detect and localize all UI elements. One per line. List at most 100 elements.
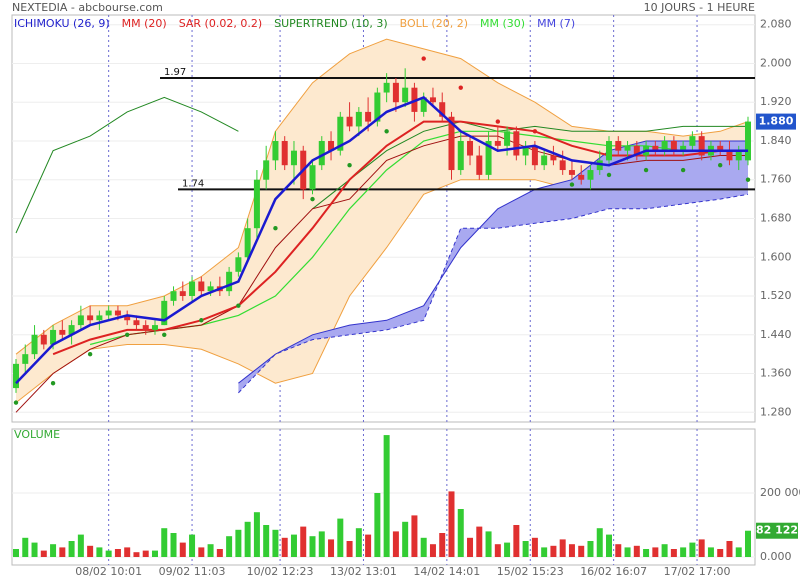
candle-body <box>244 228 251 258</box>
volume-bar <box>346 541 353 557</box>
candle-body <box>365 111 372 122</box>
legend-entry: BOLL (20, 2) <box>400 17 468 30</box>
y-tick-label: 1.600 <box>760 250 792 263</box>
volume-bar <box>494 544 501 557</box>
volume-bar <box>726 541 733 557</box>
x-tick-label: 17/02 17:00 <box>664 565 731 578</box>
candle-body <box>652 145 659 151</box>
last-volume-label: 82 122 <box>756 524 798 537</box>
y-tick-label: 1.920 <box>760 95 792 108</box>
last-volume-box <box>756 522 798 539</box>
candle-body <box>670 140 677 151</box>
candle-body <box>745 121 751 161</box>
sar-dot <box>458 85 463 90</box>
candle-body <box>133 320 140 326</box>
legend-entry: MM (7) <box>537 17 575 30</box>
y-tick-label: 1.840 <box>760 134 792 147</box>
candle-body <box>661 140 668 151</box>
volume-bar <box>133 552 140 557</box>
volume-bar <box>735 547 742 557</box>
volume-bar <box>216 549 223 557</box>
candle-body <box>680 145 687 151</box>
candle-body <box>383 82 390 93</box>
volume-bar <box>309 536 316 557</box>
x-tick-label: 13/02 13:01 <box>330 565 397 578</box>
candle-body <box>13 363 19 389</box>
candle-body <box>96 315 103 321</box>
chart-title: NEXTEDIA - abcbourse.com <box>12 1 163 14</box>
candle-body <box>448 116 455 171</box>
volume-bar <box>198 547 205 557</box>
candle-body <box>531 145 538 166</box>
candle-body <box>346 116 353 127</box>
volume-bar <box>485 531 492 557</box>
candle-body <box>263 160 270 180</box>
sar-dot <box>50 381 56 386</box>
sar-dot <box>532 129 538 134</box>
volume-bar <box>318 531 325 557</box>
y-tick-label: 2.000 <box>760 56 792 69</box>
volume-bar <box>745 530 751 557</box>
volume-bar <box>578 545 585 557</box>
candle-body <box>235 257 242 272</box>
volume-bar <box>68 541 75 557</box>
candle-body <box>504 131 511 146</box>
volume-bar <box>550 545 557 557</box>
y-tick-label: 1.440 <box>760 328 792 341</box>
sar-dot <box>384 129 389 134</box>
candle-body <box>726 150 733 161</box>
sar-dot <box>162 332 167 337</box>
volume-bar <box>253 512 260 557</box>
candle-body <box>439 102 446 117</box>
volume-bar <box>161 528 168 557</box>
mm20-line <box>52 120 748 356</box>
candle-body <box>318 140 325 166</box>
candle-body <box>541 155 548 166</box>
candle-body <box>559 160 566 171</box>
sar-dot <box>643 167 649 173</box>
volume-bar <box>513 525 520 557</box>
y-tick-label: 1.520 <box>760 289 792 302</box>
x-tick-label: 16/02 16:07 <box>580 565 647 578</box>
candle-body <box>124 315 131 321</box>
candle-body <box>689 136 696 146</box>
candle-body <box>198 281 205 292</box>
volume-panel <box>11 428 756 566</box>
volume-bar <box>142 550 149 557</box>
x-tick-label: 10/02 12:23 <box>247 565 314 578</box>
volume-bar <box>281 537 288 557</box>
volume-bar <box>170 533 177 557</box>
volume-bar <box>355 528 362 557</box>
volume-bar <box>40 550 47 557</box>
volume-bar <box>114 549 121 557</box>
sar-dot <box>745 177 751 182</box>
volume-bar <box>439 533 446 557</box>
candle-body <box>189 281 196 297</box>
sar-dot <box>236 303 241 308</box>
sar-dot <box>421 56 426 61</box>
candle-body <box>392 82 399 103</box>
volume-title: VOLUME <box>14 428 60 441</box>
legend-entry: MM (20) <box>122 17 167 30</box>
volume-bar <box>179 542 186 557</box>
x-tick-label: 14/02 14:01 <box>413 565 480 578</box>
candle-body <box>467 140 474 156</box>
candle-body <box>105 310 112 316</box>
volume-bar <box>504 542 511 557</box>
sar-dot <box>347 163 352 168</box>
candle-body <box>290 150 297 166</box>
volume-bar <box>300 526 307 557</box>
volume-bar <box>22 537 29 557</box>
horizontal-line-label: 1.74 <box>182 178 204 189</box>
candle-body <box>50 329 57 345</box>
candle-body <box>253 179 260 229</box>
volume-bar <box>13 549 19 557</box>
volume-bar <box>272 529 279 557</box>
candle-body <box>735 150 742 161</box>
candle-body <box>272 140 279 161</box>
ichimoku-span-a <box>238 140 748 384</box>
candle-body <box>624 145 631 151</box>
y-tick-label: 0.000 <box>760 550 792 563</box>
sar-dot <box>495 119 501 124</box>
volume-bar <box>661 544 668 557</box>
